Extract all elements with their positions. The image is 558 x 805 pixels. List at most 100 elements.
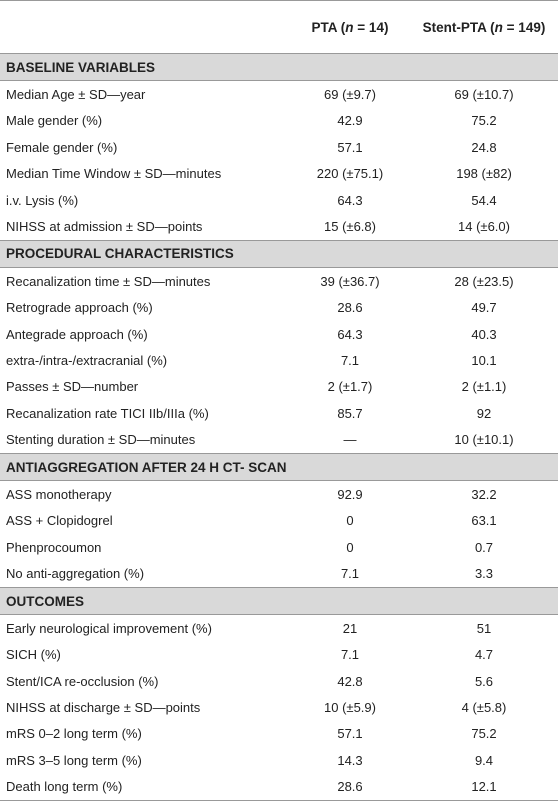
value-cell: 10 (±5.9) xyxy=(324,700,376,716)
row-label: NIHSS at admission ± SD—points xyxy=(6,219,203,235)
row-label: ASS monotherapy xyxy=(6,486,112,502)
value-cell: 14.3 xyxy=(337,752,363,768)
value-cell: 54.4 xyxy=(471,192,497,208)
section-row: OUTCOMES xyxy=(0,586,558,616)
data-row: i.v. Lysis (%) 64.3 54.4 xyxy=(0,187,558,213)
value-cell: 7.1 xyxy=(340,566,360,582)
value-cell: 32.2 xyxy=(471,486,497,502)
data-row: Median Age ± SD—year 69 (±9.7) 69 (±10.7) xyxy=(0,81,558,108)
value-cell: 39 (±36.7) xyxy=(320,273,380,289)
value-cell: 24.8 xyxy=(471,139,497,155)
data-row: Early neurological improvement (%) 21 51 xyxy=(0,615,558,642)
value-cell: 4 (±5.8) xyxy=(461,700,507,716)
value-cell: 64.3 xyxy=(337,326,363,342)
value-cell: 21 xyxy=(342,620,358,636)
value-cell: 42.8 xyxy=(337,673,363,689)
row-label: ASS + Clopidogrel xyxy=(6,513,113,529)
data-row: ASS monotherapy 92.9 32.2 xyxy=(0,481,558,508)
row-label: No anti-aggregation (%) xyxy=(6,566,145,582)
row-label: Retrograde approach (%) xyxy=(6,300,153,316)
row-label: Female gender (%) xyxy=(6,139,118,155)
value-cell: 2 (±1.1) xyxy=(461,379,507,395)
header-text: n xyxy=(494,19,503,35)
value-cell: 12.1 xyxy=(471,779,497,795)
row-label: Passes ± SD—number xyxy=(6,379,139,395)
data-row: Female gender (%) 57.1 24.8 xyxy=(0,134,558,160)
row-label: mRS 3–5 long term (%) xyxy=(6,752,142,768)
data-row: Retrograde approach (%) 28.6 49.7 xyxy=(0,295,558,321)
header-row: PTA (n = 14) Stent-PTA (n = 149) xyxy=(0,0,558,54)
data-row: NIHSS at discharge ± SD—points 10 (±5.9) 4… xyxy=(0,694,558,720)
value-cell: 64.3 xyxy=(337,192,363,208)
row-label: Stenting duration ± SD—minutes xyxy=(6,432,196,448)
value-cell: 49.7 xyxy=(471,300,497,316)
row-label: NIHSS at discharge ± SD—points xyxy=(6,700,201,716)
value-cell: 92 xyxy=(476,405,492,421)
value-cell: 28.6 xyxy=(337,300,363,316)
row-label: Antegrade approach (%) xyxy=(6,326,148,342)
value-cell: 15 (±6.8) xyxy=(324,219,376,235)
row-label: Death long term (%) xyxy=(6,779,123,795)
data-row: extra-/intra-/extracranial (%) 7.1 10.1 xyxy=(0,347,558,373)
value-cell: 28.6 xyxy=(337,779,363,795)
data-row: mRS 3–5 long term (%) 14.3 9.4 xyxy=(0,747,558,773)
value-cell: 5.6 xyxy=(474,673,494,689)
row-label: Median Age ± SD—year xyxy=(6,87,146,103)
value-cell: 75.2 xyxy=(471,726,497,742)
row-label: Phenprocoumon xyxy=(6,539,102,555)
section-row: BASELINE VARIABLES xyxy=(0,52,558,82)
section-row: PROCEDURAL CHARACTERISTICS xyxy=(0,239,558,269)
data-row: Phenprocoumon 0 0.7 xyxy=(0,534,558,560)
data-row: Median Time Window ± SD—minutes 220 (±75.… xyxy=(0,161,558,187)
row-label: Median Time Window ± SD—minutes xyxy=(6,166,222,182)
value-cell: 75.2 xyxy=(471,113,497,129)
row-label: extra-/intra-/extracranial (%) xyxy=(6,352,168,368)
value-cell: 69 (±10.7) xyxy=(454,87,514,103)
section-title: BASELINE VARIABLES xyxy=(0,52,558,82)
data-row: Recanalization rate TICI IIb/IIIa (%) 85.… xyxy=(0,400,558,426)
header-text: = 14) xyxy=(353,19,389,35)
data-row: SICH (%) 7.1 4.7 xyxy=(0,642,558,668)
value-cell: 10 (±10.1) xyxy=(454,432,514,448)
header-cell: PTA (n = 14) xyxy=(290,0,410,54)
row-label: Recanalization rate TICI IIb/IIIa (%) xyxy=(6,405,209,421)
value-cell: 4.7 xyxy=(474,647,494,663)
section-title: PROCEDURAL CHARACTERISTICS xyxy=(0,239,558,269)
value-cell: 0 xyxy=(346,513,354,529)
value-cell: 198 (±82) xyxy=(456,166,512,182)
value-cell: 92.9 xyxy=(337,486,363,502)
row-label: mRS 0–2 long term (%) xyxy=(6,726,142,742)
value-cell: 220 (±75.1) xyxy=(316,166,384,182)
value-cell: 57.1 xyxy=(337,726,363,742)
header-cell xyxy=(0,0,290,54)
value-cell: 3.3 xyxy=(474,566,494,582)
row-label: Early neurological improvement (%) xyxy=(6,620,212,636)
header-text: = 149) xyxy=(502,19,546,35)
value-cell: 7.1 xyxy=(340,352,360,368)
data-row: mRS 0–2 long term (%) 57.1 75.2 xyxy=(0,721,558,747)
section-title: OUTCOMES xyxy=(0,586,558,616)
value-cell: 51 xyxy=(476,620,492,636)
value-cell: 9.4 xyxy=(474,752,494,768)
row-label: Stent/ICA re-occlusion (%) xyxy=(6,673,159,689)
value-cell: 57.1 xyxy=(337,139,363,155)
data-row: Antegrade approach (%) 64.3 40.3 xyxy=(0,321,558,347)
value-cell: 85.7 xyxy=(337,405,363,421)
data-row: Passes ± SD—number 2 (±1.7) 2 (±1.1) xyxy=(0,374,558,400)
header-text: PTA ( xyxy=(311,19,346,35)
value-cell: 0.7 xyxy=(474,539,494,555)
header-text: Stent-PTA ( xyxy=(422,19,495,35)
data-row: ASS + Clopidogrel 0 63.1 xyxy=(0,508,558,534)
value-cell: — xyxy=(343,432,357,448)
data-row: Stent/ICA re-occlusion (%) 42.8 5.6 xyxy=(0,668,558,694)
row-label: Recanalization time ± SD—minutes xyxy=(6,273,211,289)
value-cell: 0 xyxy=(346,539,354,555)
row-label: i.v. Lysis (%) xyxy=(6,192,79,208)
data-row: Stenting duration ± SD—minutes — 10 (±10.1… xyxy=(0,426,558,453)
header-cell: Stent-PTA (n = 149) xyxy=(410,0,558,54)
data-row: No anti-aggregation (%) 7.1 3.3 xyxy=(0,560,558,587)
value-cell: 28 (±23.5) xyxy=(454,273,514,289)
value-cell: 69 (±9.7) xyxy=(324,87,376,103)
